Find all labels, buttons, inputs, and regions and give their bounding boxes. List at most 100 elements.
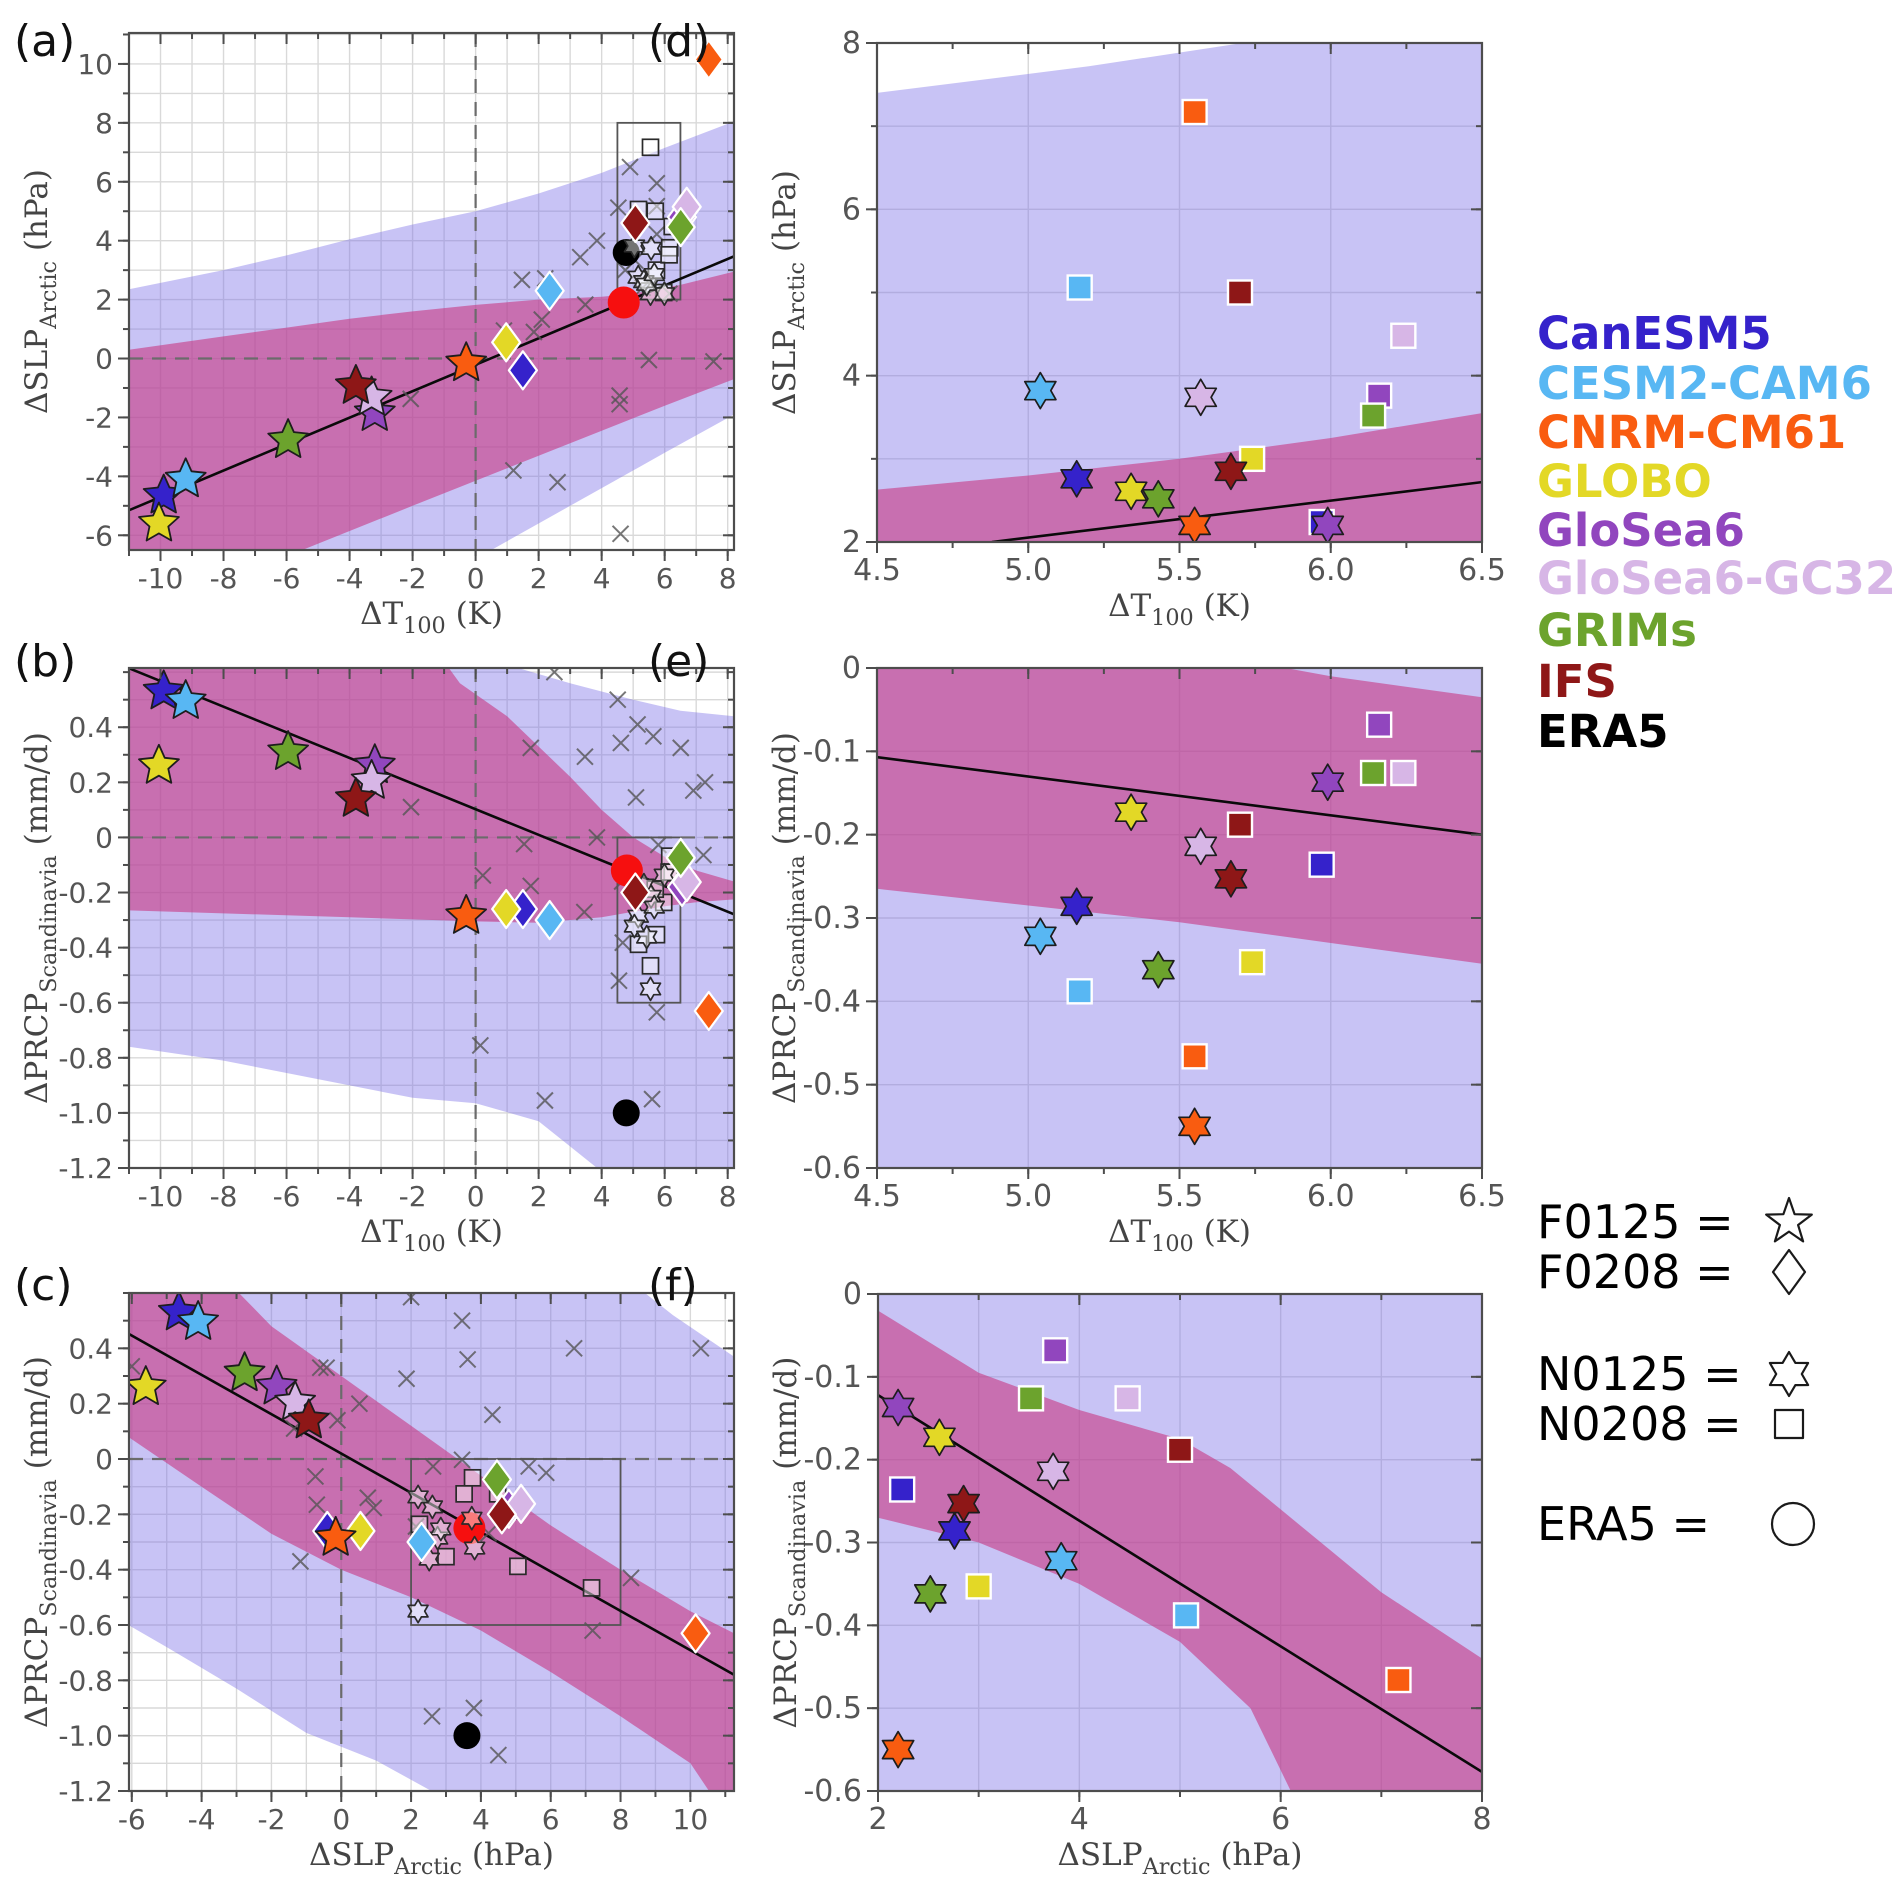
legend-model-CanESM5: CanESM5 — [1537, 307, 1772, 360]
confidence-bands-b — [129, 668, 734, 1168]
svg-text:6.5: 6.5 — [1458, 553, 1506, 588]
svg-text:2: 2 — [868, 1802, 887, 1837]
model-markers-f — [881, 1337, 1412, 1769]
svg-text:6: 6 — [656, 1180, 674, 1213]
svg-text:-0.2: -0.2 — [58, 877, 113, 910]
svg-text:4: 4 — [95, 225, 113, 258]
panel-c: -6 -4 -2 0 2 4 6 8 10 0.4 0.2 0 -0.2 -0.4 -0.6 -0.8 -1.0… — [14, 1260, 736, 1880]
svg-text:6: 6 — [542, 1803, 560, 1836]
svg-text:-0.5: -0.5 — [803, 1691, 862, 1726]
svg-text:ΔSLPArctic​ (hPa): ΔSLPArctic​ (hPa) — [309, 1837, 554, 1880]
svg-text:ΔPRCPScandinavia​ (mm/d): ΔPRCPScandinavia​ (mm/d) — [767, 732, 810, 1104]
svg-text:4: 4 — [1070, 1802, 1089, 1837]
svg-text:-2: -2 — [399, 562, 427, 595]
legend-model-ERA5: ERA5 — [1537, 705, 1669, 758]
svg-text:-0.4: -0.4 — [58, 1554, 113, 1587]
model-markers-b — [138, 669, 724, 1032]
svg-text:2: 2 — [95, 284, 113, 317]
svg-text:4: 4 — [593, 1180, 611, 1213]
svg-text:-4: -4 — [188, 1803, 216, 1836]
svg-text:-8: -8 — [210, 1180, 238, 1213]
svg-text:6: 6 — [842, 192, 861, 227]
confidence-bands-e — [877, 668, 1482, 1168]
legend-run-ERA5: ERA5 = — [1537, 1497, 1710, 1551]
svg-text:2: 2 — [530, 562, 548, 595]
legend-shape-star6-icon — [1768, 1350, 1810, 1398]
svg-text:-4: -4 — [336, 562, 364, 595]
ticks-b: -10 -8 -6 -4 -2 0 2 4 6 8 0.4 0.2 0 -0.2 -0.4 -0.6 -0.8 -… — [58, 668, 737, 1213]
legend-model-CESM2-CAM6: CESM2-CAM6 — [1537, 357, 1872, 410]
svg-text:ΔPRCPScandinavia​ (mm/d): ΔPRCPScandinavia​ (mm/d) — [19, 1356, 62, 1728]
panel-letter-b: (b) — [14, 636, 76, 687]
panel-letter-c: (c) — [14, 1260, 73, 1311]
pink-band — [129, 271, 734, 550]
legend-model-GRIMs: GRIMs — [1537, 604, 1697, 657]
panel-letter-d: (d) — [648, 16, 710, 67]
svg-text:2: 2 — [402, 1803, 420, 1836]
regression-line — [878, 1393, 1482, 1774]
model-markers-c — [129, 1293, 711, 1654]
svg-text:-0.4: -0.4 — [803, 1608, 862, 1643]
svg-text:ΔT100​ (K): ΔT100​ (K) — [1108, 1214, 1251, 1257]
legend-model-GloSea6: GloSea6 — [1537, 504, 1745, 557]
pink-band — [877, 668, 1482, 964]
svg-text:5.0: 5.0 — [1004, 553, 1052, 588]
legend-model-GLOBO: GLOBO — [1537, 455, 1712, 508]
svg-text:ΔPRCPScandinavia​ (mm/d): ΔPRCPScandinavia​ (mm/d) — [19, 732, 62, 1104]
legend-shape-star5-icon — [1765, 1196, 1813, 1243]
svg-text:-0.3: -0.3 — [803, 1526, 862, 1561]
pink-band — [878, 1310, 1482, 1791]
era5-circle — [612, 1099, 640, 1127]
svg-text:-10: -10 — [138, 1180, 184, 1213]
legend-run-N0125: N0125 = — [1537, 1347, 1742, 1401]
svg-text:ΔT100​ (K): ΔT100​ (K) — [1108, 588, 1251, 631]
panel-b: -10 -8 -6 -4 -2 0 2 4 6 8 0.4 0.2 0 -0.2 -0.4 -0.6 -0.8 -… — [14, 636, 737, 1257]
svg-text:5.5: 5.5 — [1156, 1179, 1204, 1214]
panel-letter-f: (f) — [648, 1260, 698, 1311]
svg-text:5.5: 5.5 — [1156, 553, 1204, 588]
svg-text:-4: -4 — [85, 460, 113, 493]
ticks-f: 2 4 6 8 0 -0.1 -0.2 -0.3 -0.4 -0.5 -0.6 — [803, 1277, 1491, 1837]
svg-text:4: 4 — [472, 1803, 490, 1836]
svg-text:0.2: 0.2 — [68, 1388, 113, 1421]
panel-e: 4.5 5.0 5.5 6.0 6.5 0 -0.1 -0.2 -0.3 -0.4 -0.5 -0.6… — [648, 636, 1506, 1257]
panel-letter-e: (e) — [648, 636, 709, 687]
regression-line — [129, 1332, 734, 1676]
svg-text:-10: -10 — [138, 562, 184, 595]
svg-text:-1.2: -1.2 — [58, 1152, 113, 1185]
svg-text:ΔSLPArctic​ (hPa): ΔSLPArctic​ (hPa) — [1058, 1837, 1303, 1880]
svg-text:-8: -8 — [210, 562, 238, 595]
svg-text:-0.4: -0.4 — [802, 984, 861, 1019]
blue-band — [877, 43, 1482, 542]
svg-text:0: 0 — [95, 821, 113, 854]
svg-text:ΔT100​ (K): ΔT100​ (K) — [360, 1214, 503, 1257]
svg-text:8: 8 — [719, 1180, 737, 1213]
panel-f: 2 4 6 8 0 -0.1 -0.2 -0.3 -0.4 -0.5 -0.6 ΔSLPArctic​… — [648, 1260, 1492, 1880]
ticks-c: -6 -4 -2 0 2 4 6 8 10 0.4 0.2 0 -0.2 -0.4 -0.6 -0.8 -1.0… — [58, 1292, 734, 1836]
pink-band — [129, 668, 734, 923]
confidence-bands-f — [878, 1294, 1482, 1791]
zoom-region-box — [616, 836, 682, 1004]
svg-text:0.4: 0.4 — [68, 1332, 113, 1365]
model-markers-e — [1023, 711, 1417, 1146]
svg-text:-6: -6 — [273, 1180, 301, 1213]
svg-text:-6: -6 — [118, 1803, 146, 1836]
svg-text:8: 8 — [842, 26, 861, 61]
legend-run-F0208: F0208 = — [1537, 1245, 1734, 1299]
svg-text:-0.3: -0.3 — [802, 901, 861, 936]
panel-a: -10 -8 -6 -4 -2 0 2 4 6 8 -6 -4 -2 0 2 4 6 8 10 ΔT100​ (K) Δ… — [14, 16, 737, 639]
legend-shape-diamond-icon — [1771, 1248, 1807, 1296]
legend-model-IFS: IFS — [1537, 655, 1617, 708]
regression-line — [991, 480, 1482, 542]
regression-line — [877, 755, 1482, 836]
svg-text:-1.0: -1.0 — [58, 1097, 113, 1130]
svg-text:-6: -6 — [273, 562, 301, 595]
svg-text:6: 6 — [1271, 1802, 1290, 1837]
legend-run-F0125: F0125 = — [1537, 1195, 1734, 1249]
model-markers-d — [1023, 98, 1417, 542]
svg-text:0: 0 — [842, 651, 861, 686]
svg-text:-2: -2 — [257, 1803, 285, 1836]
legend-model-GloSea6-GC32: GloSea6-GC32 — [1537, 552, 1892, 605]
red-mean-circle — [453, 1512, 486, 1545]
